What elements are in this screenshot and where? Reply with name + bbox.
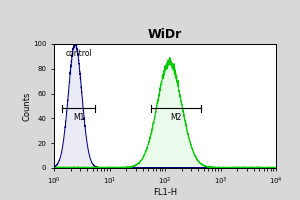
Text: control: control (65, 49, 92, 58)
X-axis label: FL1-H: FL1-H (153, 188, 177, 197)
Text: M1: M1 (73, 113, 84, 122)
Y-axis label: Counts: Counts (22, 91, 32, 121)
Text: M2: M2 (170, 113, 182, 122)
Title: WiDr: WiDr (148, 28, 182, 41)
